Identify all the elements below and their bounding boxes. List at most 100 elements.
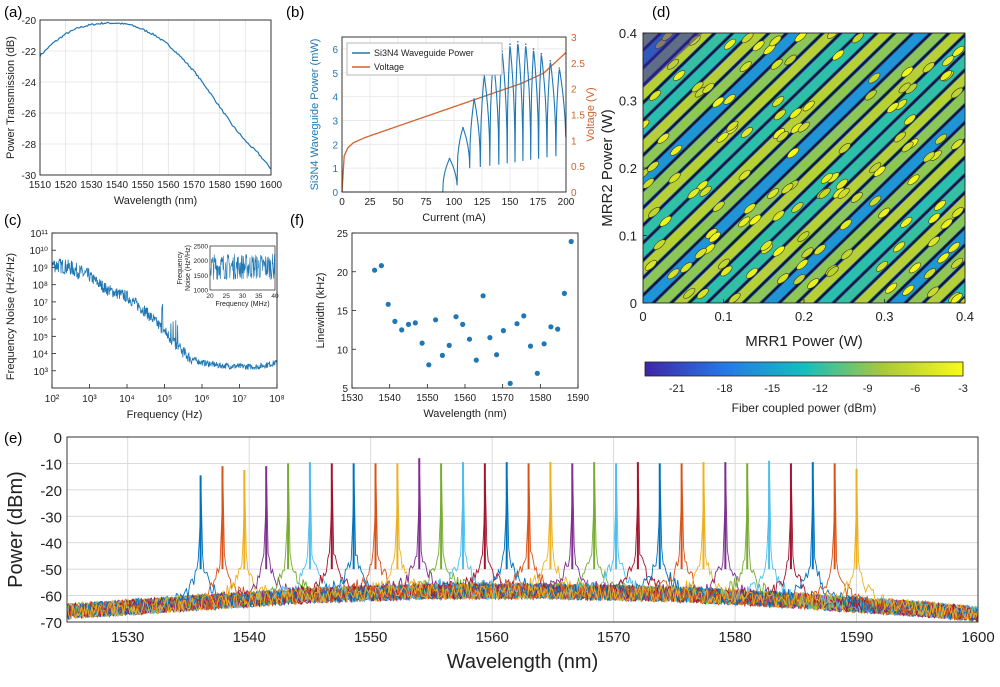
x-tick-label: 1530	[341, 393, 364, 404]
heatmap-island	[670, 145, 683, 156]
legend-box	[346, 42, 503, 76]
y-tick-label: 10⁶	[33, 315, 48, 326]
heatmap-island	[869, 162, 882, 174]
inset-series	[209, 253, 275, 280]
x-tick-label: 1580	[209, 180, 232, 191]
y2-tick-label: 3	[571, 33, 577, 44]
x-axis-label: Wavelength (nm)	[423, 408, 506, 420]
x-tick-label: 1570	[492, 393, 515, 404]
y-tick-label: -10	[40, 456, 62, 473]
heatmap-contour	[723, 68, 965, 303]
heatmap-island	[900, 216, 913, 228]
y-tick-label: -20	[40, 483, 62, 500]
y-tick-label: 10³	[34, 367, 49, 378]
heatmap-island	[832, 49, 845, 61]
heatmap-island	[772, 245, 785, 257]
colorbar	[644, 361, 964, 377]
heatmap-island	[777, 273, 789, 284]
panel-label-f: (f)	[290, 212, 304, 229]
y-tick-label: -60	[40, 589, 62, 606]
heatmap-band	[643, 33, 749, 136]
x-tick-label: 125	[474, 197, 491, 208]
y-axis-label: Power Transmission (dB)	[5, 36, 17, 159]
linewidth-point	[548, 324, 554, 330]
x-tick-label: 10³	[82, 394, 97, 405]
linewidth-point	[521, 313, 527, 319]
x-tick-label: 200	[558, 197, 575, 208]
x-tick-label: 150	[502, 197, 519, 208]
heatmap-island	[868, 72, 881, 84]
y-tick-label: 3	[332, 116, 338, 127]
power-peak	[517, 40, 519, 43]
x-tick-label: 1540	[379, 393, 402, 404]
heatmap-island	[942, 55, 955, 67]
panel-b: 0 25 50 75 100 125 150 175 200012345600.511.522.…	[309, 33, 597, 224]
comb-line-spectrum	[67, 480, 978, 622]
heatmap-contour	[643, 33, 735, 122]
x-tick-label: 1520	[55, 180, 78, 191]
heatmap-band	[817, 159, 965, 303]
heatmap-island	[835, 178, 848, 190]
panel-a: 1510 1520 1530 1540 1550 1560 1570 1580 1590 1600…	[5, 16, 283, 207]
x-tick-label: 1550	[354, 629, 387, 646]
heatmap-island	[769, 35, 782, 47]
panel-f: 1530 1540 1550 1560 1570 1580 1590 5 10 15 20 25 Wav…	[315, 229, 590, 420]
inset-x-tick-label: 35	[255, 293, 263, 300]
y-tick-label: 0.2	[619, 161, 637, 176]
y-tick-label: -40	[40, 536, 62, 553]
heatmap-island	[922, 62, 935, 73]
heatmap-island	[839, 219, 852, 231]
heatmap-island	[907, 174, 920, 186]
spectra	[67, 458, 978, 622]
heatmap-island	[948, 242, 961, 253]
heatmap-band	[643, 33, 875, 258]
heatmap-contour	[705, 50, 965, 303]
linewidth-point	[473, 357, 479, 363]
x-axis-label: Wavelength (nm)	[447, 651, 599, 673]
linewidth-point	[405, 321, 412, 327]
heatmap-island	[781, 183, 794, 194]
heatmap-island	[876, 260, 888, 272]
x-tick-label: 0.4	[956, 309, 974, 324]
heatmap-contour	[813, 155, 965, 303]
y-axis-label: MRR2 Power (W)	[599, 109, 616, 227]
heatmap-island	[934, 133, 947, 145]
heatmap-island	[738, 169, 751, 181]
linewidth-point	[372, 267, 378, 273]
colorbar-tick-label: -21	[669, 383, 685, 395]
heatmap-island	[909, 262, 922, 274]
heatmap-island	[838, 143, 851, 154]
heatmap-island	[767, 188, 780, 199]
x-tick-label: 175	[530, 197, 547, 208]
heatmap-island	[827, 33, 839, 39]
transmission-series	[39, 21, 272, 170]
inset-y-axis-label-1: Frequency	[177, 251, 184, 285]
heatmap-band	[763, 107, 965, 303]
axes-frame	[51, 232, 278, 389]
x-tick-label: 1580	[718, 629, 751, 646]
colorbar-tick-label: -18	[717, 383, 733, 395]
x-tick-label: 0	[339, 197, 345, 208]
linewidth-point	[507, 380, 513, 386]
heatmap-band	[709, 54, 965, 303]
heatmap-island	[796, 259, 809, 270]
x-tick-label: 25	[364, 197, 376, 208]
heatmap-corner	[643, 33, 703, 88]
x-axis-label: MRR1 Power (W)	[745, 333, 863, 350]
y-tick-label: 0	[54, 430, 62, 447]
heatmap-band	[643, 33, 857, 241]
heatmap-band	[781, 124, 965, 303]
y-tick-label: -50	[40, 562, 62, 579]
heatmap-island	[951, 139, 964, 150]
heatmap-contour	[921, 260, 965, 303]
colorbar-tick-label: -12	[812, 383, 828, 395]
heatmap-island	[903, 114, 916, 126]
y-tick-label: 5	[332, 69, 338, 80]
legend-label-voltage: Voltage	[374, 62, 404, 72]
heatmap-island	[673, 70, 686, 81]
linewidth-point	[494, 352, 500, 358]
heatmap-island	[851, 33, 864, 44]
heatmap-island	[776, 131, 789, 142]
y-tick-label: 10⁷	[33, 298, 48, 309]
heatmap-island	[708, 231, 721, 243]
